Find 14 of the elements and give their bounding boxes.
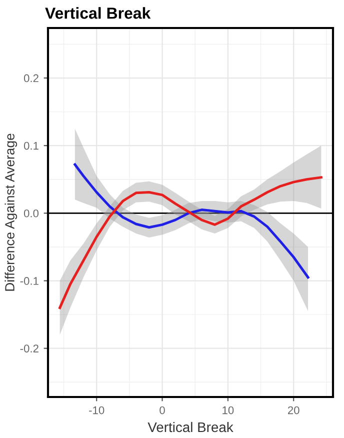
y-tick-label: -0.2 bbox=[20, 344, 38, 352]
x-tick-label: -10 bbox=[89, 406, 104, 414]
y-tick-label: -0.1 bbox=[20, 277, 38, 285]
x-tick-label: 0 bbox=[160, 406, 165, 414]
y-axis-title: Difference Against Average bbox=[4, 134, 18, 291]
chart-title: Vertical Break bbox=[45, 7, 151, 19]
y-tick-label: 0.1 bbox=[24, 142, 38, 150]
x-axis-title: Vertical Break bbox=[148, 422, 234, 432]
y-tick-label: 0.2 bbox=[24, 74, 38, 82]
x-tick-label: 10 bbox=[222, 406, 234, 414]
x-tick-label: 20 bbox=[288, 406, 300, 414]
line-series bbox=[58, 176, 322, 310]
y-tick-label: 0.0 bbox=[24, 209, 39, 218]
line-series bbox=[74, 163, 310, 279]
